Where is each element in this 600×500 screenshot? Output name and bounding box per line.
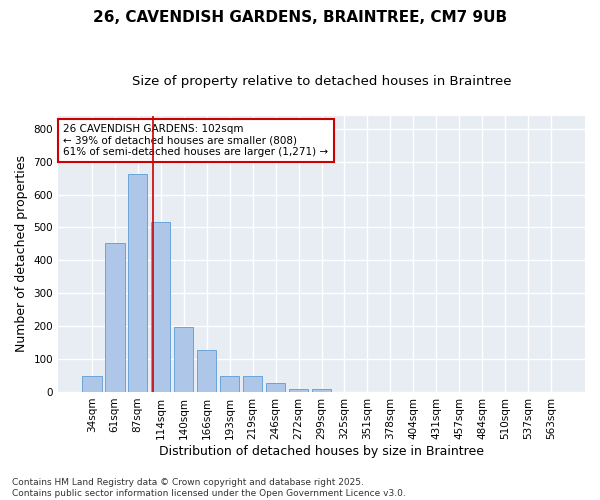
Bar	[151, 222, 170, 392]
Bar	[105, 243, 125, 392]
Text: Contains HM Land Registry data © Crown copyright and database right 2025.
Contai: Contains HM Land Registry data © Crown c…	[12, 478, 406, 498]
Bar	[174, 327, 193, 392]
Bar	[82, 376, 101, 392]
Bar	[312, 390, 331, 392]
Text: 26, CAVENDISH GARDENS, BRAINTREE, CM7 9UB: 26, CAVENDISH GARDENS, BRAINTREE, CM7 9U…	[93, 10, 507, 25]
Bar	[289, 390, 308, 392]
X-axis label: Distribution of detached houses by size in Braintree: Distribution of detached houses by size …	[159, 444, 484, 458]
Bar	[128, 174, 148, 392]
Bar	[266, 384, 286, 392]
Bar	[243, 376, 262, 392]
Title: Size of property relative to detached houses in Braintree: Size of property relative to detached ho…	[132, 75, 511, 88]
Bar	[220, 376, 239, 392]
Bar	[197, 350, 217, 392]
Text: 26 CAVENDISH GARDENS: 102sqm
← 39% of detached houses are smaller (808)
61% of s: 26 CAVENDISH GARDENS: 102sqm ← 39% of de…	[64, 124, 328, 157]
Y-axis label: Number of detached properties: Number of detached properties	[15, 156, 28, 352]
